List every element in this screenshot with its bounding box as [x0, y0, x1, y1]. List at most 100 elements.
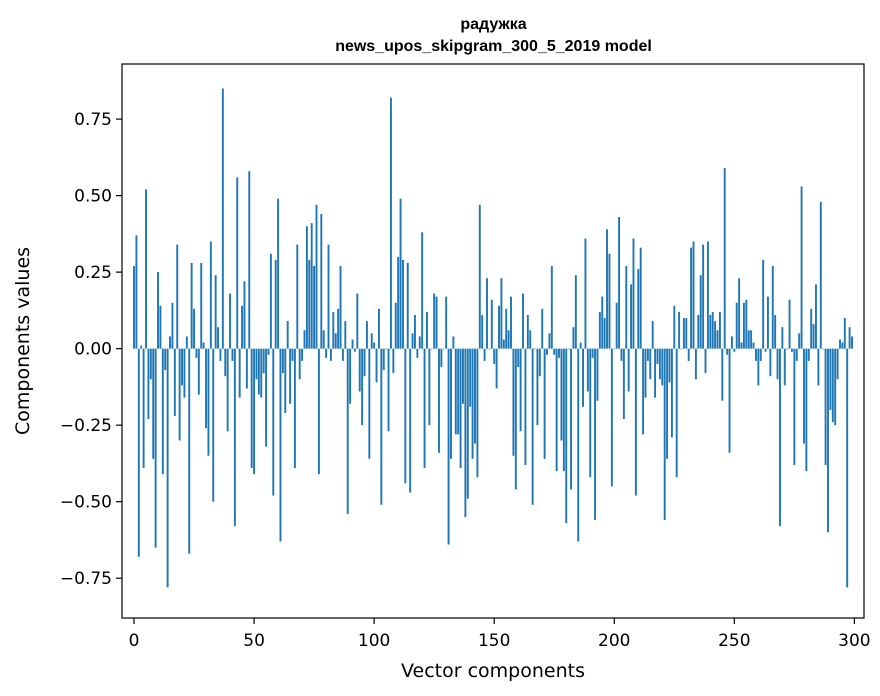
bar-series [133, 88, 853, 588]
bar-34 [214, 275, 217, 349]
bar-111 [399, 198, 402, 349]
bar-61 [279, 348, 282, 542]
bar-50 [253, 348, 256, 475]
bar-156 [507, 330, 510, 349]
bar-5 [145, 189, 147, 349]
bar-271 [783, 348, 786, 386]
bar-81 [327, 244, 330, 349]
bar-64 [286, 321, 289, 349]
bar-292 [834, 348, 837, 426]
bar-77 [317, 348, 320, 475]
bar-251 [735, 302, 738, 349]
bar-88 [344, 321, 347, 349]
bar-8 [152, 348, 155, 459]
bar-247 [726, 348, 729, 355]
bar-1 [135, 235, 138, 349]
bar-192 [594, 348, 597, 521]
bar-87 [341, 348, 344, 361]
bar-144 [478, 204, 481, 349]
bar-12 [161, 348, 164, 475]
bar-137 [462, 348, 464, 404]
bar-130 [445, 296, 448, 349]
bar-202 [618, 217, 621, 349]
bar-107 [389, 97, 392, 349]
bar-254 [742, 302, 745, 349]
bar-106 [387, 348, 390, 432]
bar-193 [596, 348, 599, 401]
bar-39 [226, 348, 229, 432]
chart-subtitle: news_upos_skipgram_300_5_2019 model [335, 38, 652, 55]
bar-273 [788, 299, 791, 349]
y-tick-label: 0.75 [74, 110, 112, 130]
bar-196 [603, 318, 606, 349]
bar-151 [495, 348, 498, 389]
bar-21 [183, 348, 186, 398]
bar-49 [250, 348, 253, 469]
bar-139 [466, 348, 469, 499]
bar-127 [438, 348, 440, 453]
bar-32 [209, 241, 212, 349]
x-tick-label: 300 [838, 631, 870, 651]
bar-155 [505, 308, 508, 349]
bar-13 [164, 348, 167, 371]
bar-133 [452, 336, 455, 349]
bar-24 [190, 262, 193, 349]
bar-44 [238, 348, 241, 398]
bar-128 [440, 348, 443, 368]
y-tick-label: −0.25 [60, 416, 112, 436]
bar-145 [481, 314, 484, 349]
bar-30 [205, 348, 207, 429]
bar-200 [613, 348, 616, 350]
bar-182 [570, 348, 572, 490]
bar-167 [534, 348, 536, 350]
bar-229 [682, 318, 685, 349]
bar-264 [766, 296, 769, 349]
bar-158 [512, 348, 515, 456]
bar-4 [142, 348, 145, 469]
bar-116 [411, 333, 414, 349]
bar-59 [274, 259, 277, 349]
bar-243 [716, 330, 719, 349]
bar-183 [572, 327, 575, 349]
bar-174 [550, 266, 553, 349]
bar-114 [406, 262, 409, 349]
bar-0 [133, 266, 135, 349]
bar-83 [332, 311, 335, 349]
bar-69 [298, 348, 301, 380]
bar-157 [510, 296, 512, 349]
bar-46 [243, 281, 246, 349]
bar-104 [382, 348, 385, 371]
bar-140 [469, 348, 472, 407]
bar-89 [346, 348, 349, 514]
bar-201 [615, 302, 618, 349]
bar-220 [661, 348, 664, 386]
bar-206 [627, 348, 630, 392]
bar-112 [401, 259, 404, 349]
bar-3 [140, 345, 143, 349]
bar-73 [308, 259, 311, 349]
bar-22 [185, 336, 188, 349]
bar-7 [149, 348, 152, 380]
bar-194 [598, 311, 601, 349]
bar-121 [423, 348, 426, 469]
bar-94 [358, 348, 361, 392]
bar-248 [728, 348, 731, 453]
bar-219 [658, 348, 661, 380]
bar-57 [269, 253, 272, 349]
bar-6 [147, 348, 150, 420]
bar-84 [334, 333, 337, 349]
bar-239 [706, 241, 709, 349]
bar-203 [620, 348, 623, 361]
bar-198 [608, 253, 611, 349]
bar-294 [839, 339, 841, 349]
bar-208 [632, 238, 635, 349]
bar-31 [207, 348, 210, 456]
bar-262 [762, 259, 765, 349]
bar-143 [476, 348, 479, 478]
bar-173 [548, 333, 551, 349]
bar-142 [474, 348, 476, 444]
bar-290 [829, 348, 832, 410]
bar-40 [229, 293, 232, 349]
bar-169 [538, 348, 541, 377]
bar-14 [166, 348, 169, 588]
